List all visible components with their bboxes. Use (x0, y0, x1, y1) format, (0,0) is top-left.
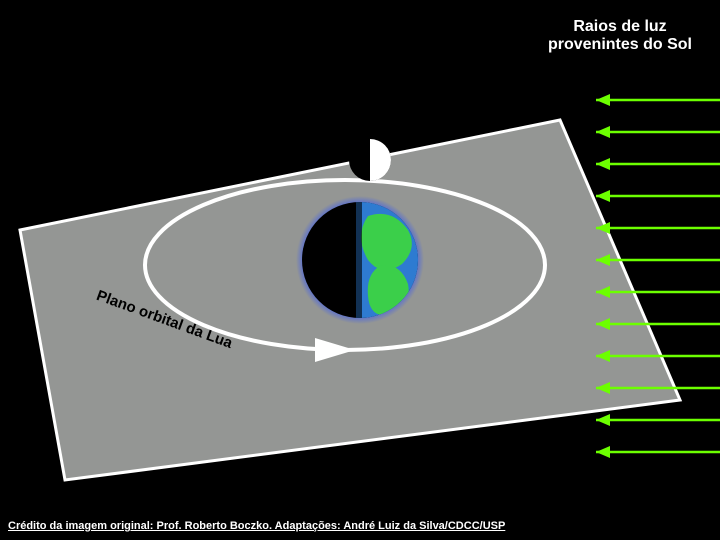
sun-ray-arrowhead-icon (596, 446, 610, 458)
credit-text: Crédito da imagem original: Prof. Robert… (8, 520, 505, 532)
sun-ray-arrowhead-icon (596, 190, 610, 202)
diagram-svg (0, 0, 720, 540)
moon-group (349, 139, 391, 181)
title-line2: provenintes do Sol (548, 36, 692, 53)
title-text: Raios de luz provenintes do Sol (548, 18, 692, 53)
earth-group (296, 196, 424, 324)
title-line1: Raios de luz (573, 18, 666, 35)
sun-ray-arrowhead-icon (596, 94, 610, 106)
sun-ray-arrowhead-icon (596, 126, 610, 138)
sun-ray-arrowhead-icon (596, 158, 610, 170)
sun-ray-arrowhead-icon (596, 414, 610, 426)
